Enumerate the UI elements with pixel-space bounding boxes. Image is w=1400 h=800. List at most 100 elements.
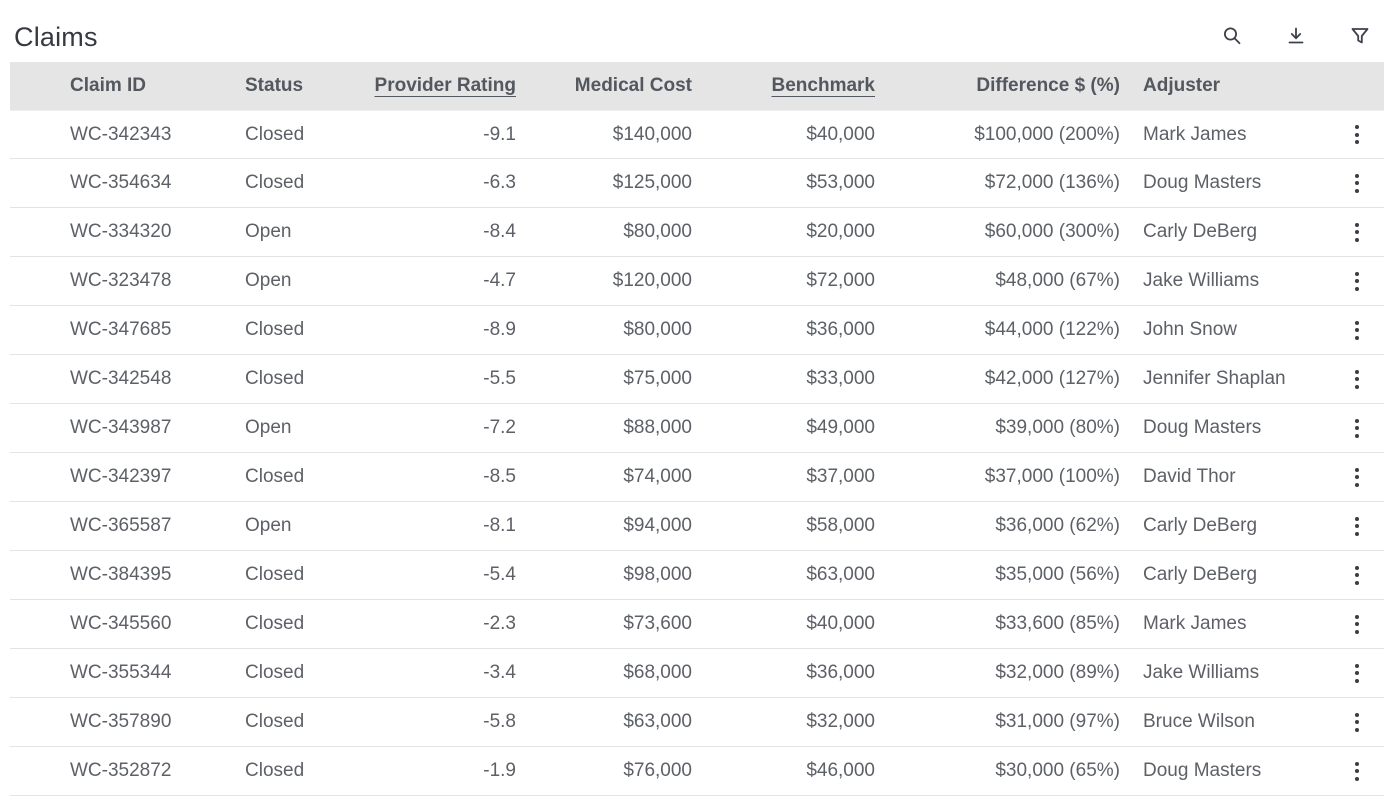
cell-actions	[1330, 560, 1384, 591]
table-row[interactable]: WC-365587 Open -8.1 $94,000 $58,000 $36,…	[10, 502, 1384, 551]
cell-actions	[1330, 119, 1384, 150]
cell-provider-rating: -2.3	[483, 613, 516, 634]
kebab-menu-icon[interactable]	[1347, 266, 1367, 297]
kebab-menu-icon[interactable]	[1347, 168, 1367, 199]
cell-actions	[1330, 364, 1384, 395]
claims-table: Claim ID Status Provider Rating Medical …	[10, 62, 1384, 796]
cell-adjuster: Carly DeBerg	[1143, 515, 1258, 536]
cell-adjuster: Mark James	[1143, 613, 1247, 634]
search-button[interactable]	[1218, 23, 1246, 51]
cell-actions	[1330, 217, 1384, 248]
kebab-menu-icon[interactable]	[1347, 413, 1367, 444]
cell-claim-id: WC-357890	[70, 711, 172, 732]
kebab-menu-icon[interactable]	[1347, 756, 1367, 787]
kebab-menu-icon[interactable]	[1347, 609, 1367, 640]
cell-status: Closed	[245, 564, 305, 585]
cell-benchmark: $53,000	[806, 172, 875, 193]
cell-medical-cost: $68,000	[623, 662, 692, 683]
column-header-medical-cost[interactable]: Medical Cost	[574, 75, 692, 96]
download-button[interactable]	[1282, 23, 1310, 51]
table-row[interactable]: WC-357890 Closed -5.8 $63,000 $32,000 $3…	[10, 698, 1384, 747]
table-row[interactable]: WC-342343 Closed -9.1 $140,000 $40,000 $…	[10, 110, 1384, 159]
kebab-menu-icon[interactable]	[1347, 217, 1367, 248]
cell-status: Open	[245, 417, 292, 438]
cell-actions	[1330, 609, 1384, 640]
column-header-benchmark[interactable]: Benchmark	[771, 75, 876, 96]
cell-claim-id: WC-342343	[70, 123, 172, 145]
filter-button[interactable]	[1346, 23, 1374, 51]
table-row[interactable]: WC-334320 Open -8.4 $80,000 $20,000 $60,…	[10, 208, 1384, 257]
cell-adjuster: Doug Masters	[1143, 172, 1262, 193]
cell-medical-cost: $94,000	[623, 515, 692, 536]
cell-actions	[1330, 707, 1384, 738]
cell-provider-rating: -7.2	[483, 417, 516, 438]
cell-adjuster: Jennifer Shaplan	[1143, 368, 1286, 389]
table-row[interactable]: WC-384395 Closed -5.4 $98,000 $63,000 $3…	[10, 551, 1384, 600]
cell-status: Open	[245, 515, 292, 536]
cell-adjuster: Mark James	[1143, 123, 1247, 145]
cell-status: Closed	[245, 711, 305, 732]
cell-claim-id: WC-343987	[70, 417, 172, 438]
table-row[interactable]: WC-323478 Open -4.7 $120,000 $72,000 $48…	[10, 257, 1384, 306]
table-row[interactable]: WC-343987 Open -7.2 $88,000 $49,000 $39,…	[10, 404, 1384, 453]
filter-icon	[1349, 25, 1371, 50]
kebab-menu-icon[interactable]	[1347, 315, 1367, 346]
cell-provider-rating: -5.4	[483, 564, 516, 585]
cell-status: Closed	[245, 760, 305, 781]
cell-adjuster: Jake Williams	[1143, 270, 1260, 291]
table-row[interactable]: WC-355344 Closed -3.4 $68,000 $36,000 $3…	[10, 649, 1384, 698]
cell-provider-rating: -9.1	[483, 123, 516, 145]
cell-benchmark: $40,000	[806, 123, 875, 145]
cell-status: Closed	[245, 319, 305, 340]
kebab-menu-icon[interactable]	[1347, 119, 1367, 150]
table-body: WC-342343 Closed -9.1 $140,000 $40,000 $…	[10, 110, 1384, 796]
cell-claim-id: WC-352872	[70, 760, 172, 781]
table-row[interactable]: WC-354634 Closed -6.3 $125,000 $53,000 $…	[10, 159, 1384, 208]
cell-actions	[1330, 266, 1384, 297]
cell-benchmark: $40,000	[806, 613, 875, 634]
cell-difference: $37,000 (100%)	[984, 466, 1120, 487]
kebab-menu-icon[interactable]	[1347, 462, 1367, 493]
kebab-menu-icon[interactable]	[1347, 511, 1367, 542]
table-row[interactable]: WC-347685 Closed -8.9 $80,000 $36,000 $4…	[10, 306, 1384, 355]
table-row[interactable]: WC-342548 Closed -5.5 $75,000 $33,000 $4…	[10, 355, 1384, 404]
kebab-menu-icon[interactable]	[1347, 707, 1367, 738]
column-header-provider-rating[interactable]: Provider Rating	[374, 75, 516, 96]
cell-actions	[1330, 168, 1384, 199]
column-header-adjuster[interactable]: Adjuster	[1143, 75, 1221, 96]
cell-difference: $36,000 (62%)	[995, 515, 1120, 536]
kebab-menu-icon[interactable]	[1347, 658, 1367, 689]
cell-status: Closed	[245, 662, 305, 683]
cell-medical-cost: $98,000	[623, 564, 692, 585]
cell-benchmark: $58,000	[806, 515, 875, 536]
cell-medical-cost: $125,000	[612, 172, 692, 193]
column-header-claim-id[interactable]: Claim ID	[70, 75, 147, 96]
cell-provider-rating: -5.8	[483, 711, 516, 732]
cell-claim-id: WC-355344	[70, 662, 172, 683]
cell-claim-id: WC-347685	[70, 319, 172, 340]
cell-difference: $39,000 (80%)	[995, 417, 1120, 438]
cell-medical-cost: $80,000	[623, 319, 692, 340]
cell-benchmark: $46,000	[806, 760, 875, 781]
cell-actions	[1330, 462, 1384, 493]
cell-provider-rating: -8.9	[483, 319, 516, 340]
cell-difference: $60,000 (300%)	[984, 221, 1120, 242]
cell-adjuster: Carly DeBerg	[1143, 221, 1258, 242]
table-row[interactable]: WC-352872 Closed -1.9 $76,000 $46,000 $3…	[10, 747, 1384, 796]
table-header-row: Claim ID Status Provider Rating Medical …	[10, 62, 1384, 110]
table-row[interactable]: WC-342397 Closed -8.5 $74,000 $37,000 $3…	[10, 453, 1384, 502]
cell-status: Closed	[245, 172, 305, 193]
table-row[interactable]: WC-345560 Closed -2.3 $73,600 $40,000 $3…	[10, 600, 1384, 649]
search-icon	[1221, 25, 1243, 50]
column-header-difference[interactable]: Difference $ (%)	[976, 75, 1120, 96]
cell-provider-rating: -8.1	[483, 515, 516, 536]
cell-actions	[1330, 511, 1384, 542]
cell-benchmark: $32,000	[806, 711, 875, 732]
cell-adjuster: David Thor	[1143, 466, 1236, 487]
kebab-menu-icon[interactable]	[1347, 364, 1367, 395]
cell-status: Closed	[245, 123, 305, 145]
kebab-menu-icon[interactable]	[1347, 560, 1367, 591]
cell-difference: $32,000 (89%)	[995, 662, 1120, 683]
cell-claim-id: WC-384395	[70, 564, 172, 585]
column-header-status[interactable]: Status	[245, 75, 304, 96]
